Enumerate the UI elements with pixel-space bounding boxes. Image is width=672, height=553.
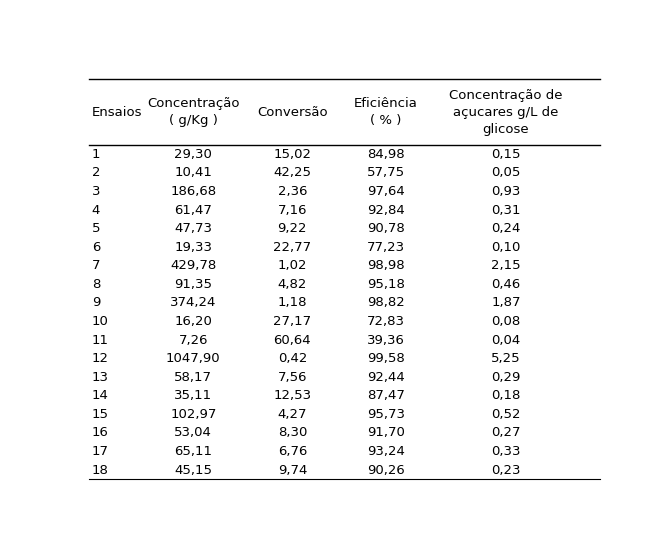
- Text: 1: 1: [92, 148, 100, 161]
- Text: 6,76: 6,76: [278, 445, 307, 458]
- Text: 374,24: 374,24: [170, 296, 216, 310]
- Text: 60,64: 60,64: [274, 333, 311, 347]
- Text: 90,26: 90,26: [367, 463, 405, 477]
- Text: 77,23: 77,23: [367, 241, 405, 254]
- Text: Concentração
( g/Kg ): Concentração ( g/Kg ): [147, 97, 240, 127]
- Text: 97,64: 97,64: [367, 185, 405, 198]
- Text: 2: 2: [92, 166, 100, 180]
- Text: 7,26: 7,26: [179, 333, 208, 347]
- Text: 53,04: 53,04: [175, 426, 212, 440]
- Text: 16: 16: [92, 426, 109, 440]
- Text: 6: 6: [92, 241, 100, 254]
- Text: 17: 17: [92, 445, 109, 458]
- Text: 58,17: 58,17: [174, 371, 212, 384]
- Text: 99,58: 99,58: [367, 352, 405, 365]
- Text: 0,04: 0,04: [491, 333, 521, 347]
- Text: 429,78: 429,78: [170, 259, 216, 272]
- Text: 15,02: 15,02: [274, 148, 311, 161]
- Text: 90,78: 90,78: [367, 222, 405, 235]
- Text: 0,18: 0,18: [491, 389, 521, 403]
- Text: 2,15: 2,15: [491, 259, 521, 272]
- Text: 7,16: 7,16: [278, 204, 307, 217]
- Text: 8: 8: [92, 278, 100, 291]
- Text: 10: 10: [92, 315, 109, 328]
- Text: 57,75: 57,75: [367, 166, 405, 180]
- Text: 72,83: 72,83: [367, 315, 405, 328]
- Text: 18: 18: [92, 463, 109, 477]
- Text: 42,25: 42,25: [274, 166, 311, 180]
- Text: 65,11: 65,11: [174, 445, 212, 458]
- Text: 91,35: 91,35: [174, 278, 212, 291]
- Text: 39,36: 39,36: [367, 333, 405, 347]
- Text: 1,18: 1,18: [278, 296, 307, 310]
- Text: 8,30: 8,30: [278, 426, 307, 440]
- Text: 98,98: 98,98: [368, 259, 405, 272]
- Text: 13: 13: [92, 371, 109, 384]
- Text: 92,84: 92,84: [367, 204, 405, 217]
- Text: 95,73: 95,73: [367, 408, 405, 421]
- Text: 0,46: 0,46: [491, 278, 521, 291]
- Text: Eficiência
( % ): Eficiência ( % ): [354, 97, 418, 127]
- Text: 0,33: 0,33: [491, 445, 521, 458]
- Text: 5: 5: [92, 222, 100, 235]
- Text: 11: 11: [92, 333, 109, 347]
- Text: 0,24: 0,24: [491, 222, 521, 235]
- Text: 0,52: 0,52: [491, 408, 521, 421]
- Text: 92,44: 92,44: [367, 371, 405, 384]
- Text: 12: 12: [92, 352, 109, 365]
- Text: 0,10: 0,10: [491, 241, 521, 254]
- Text: Concentração de
açucares g/L de
glicose: Concentração de açucares g/L de glicose: [449, 88, 562, 135]
- Text: 7: 7: [92, 259, 100, 272]
- Text: 7,56: 7,56: [278, 371, 307, 384]
- Text: 45,15: 45,15: [174, 463, 212, 477]
- Text: 3: 3: [92, 185, 100, 198]
- Text: 15: 15: [92, 408, 109, 421]
- Text: 0,15: 0,15: [491, 148, 521, 161]
- Text: 0,27: 0,27: [491, 426, 521, 440]
- Text: 84,98: 84,98: [368, 148, 405, 161]
- Text: 4,27: 4,27: [278, 408, 307, 421]
- Text: 98,82: 98,82: [367, 296, 405, 310]
- Text: 9: 9: [92, 296, 100, 310]
- Text: 4,82: 4,82: [278, 278, 307, 291]
- Text: 12,53: 12,53: [274, 389, 311, 403]
- Text: 61,47: 61,47: [175, 204, 212, 217]
- Text: 93,24: 93,24: [367, 445, 405, 458]
- Text: 0,31: 0,31: [491, 204, 521, 217]
- Text: 0,08: 0,08: [491, 315, 521, 328]
- Text: 9,74: 9,74: [278, 463, 307, 477]
- Text: 35,11: 35,11: [174, 389, 212, 403]
- Text: 0,29: 0,29: [491, 371, 521, 384]
- Text: 47,73: 47,73: [174, 222, 212, 235]
- Text: 1047,90: 1047,90: [166, 352, 220, 365]
- Text: 0,23: 0,23: [491, 463, 521, 477]
- Text: 4: 4: [92, 204, 100, 217]
- Text: 19,33: 19,33: [174, 241, 212, 254]
- Text: 29,30: 29,30: [175, 148, 212, 161]
- Text: 95,18: 95,18: [367, 278, 405, 291]
- Text: 91,70: 91,70: [367, 426, 405, 440]
- Text: 14: 14: [92, 389, 109, 403]
- Text: Ensaios: Ensaios: [92, 106, 142, 119]
- Text: 186,68: 186,68: [170, 185, 216, 198]
- Text: 10,41: 10,41: [175, 166, 212, 180]
- Text: 9,22: 9,22: [278, 222, 307, 235]
- Text: 0,93: 0,93: [491, 185, 521, 198]
- Text: 22,77: 22,77: [274, 241, 311, 254]
- Text: 27,17: 27,17: [274, 315, 311, 328]
- Text: 2,36: 2,36: [278, 185, 307, 198]
- Text: 0,42: 0,42: [278, 352, 307, 365]
- Text: 5,25: 5,25: [491, 352, 521, 365]
- Text: 87,47: 87,47: [367, 389, 405, 403]
- Text: 1,02: 1,02: [278, 259, 307, 272]
- Text: 1,87: 1,87: [491, 296, 521, 310]
- Text: 102,97: 102,97: [170, 408, 216, 421]
- Text: 16,20: 16,20: [175, 315, 212, 328]
- Text: Conversão: Conversão: [257, 106, 328, 119]
- Text: 0,05: 0,05: [491, 166, 521, 180]
